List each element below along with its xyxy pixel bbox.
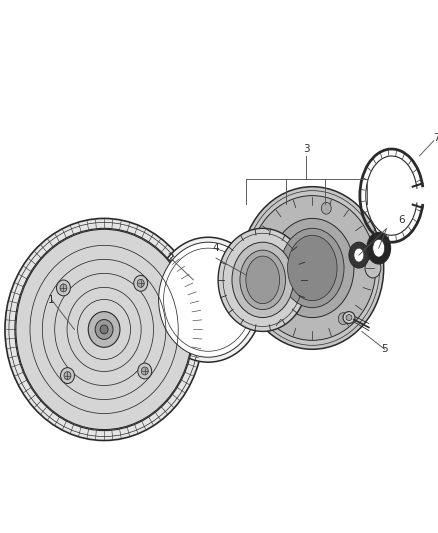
Ellipse shape <box>159 242 258 357</box>
Ellipse shape <box>346 314 352 320</box>
Ellipse shape <box>240 250 286 310</box>
Ellipse shape <box>5 219 203 440</box>
Ellipse shape <box>154 237 263 362</box>
Ellipse shape <box>100 325 108 334</box>
Ellipse shape <box>249 196 376 341</box>
Ellipse shape <box>241 187 384 349</box>
Ellipse shape <box>60 368 74 384</box>
Ellipse shape <box>16 229 192 430</box>
Text: 3: 3 <box>303 144 310 154</box>
Ellipse shape <box>138 363 152 379</box>
Ellipse shape <box>287 235 337 301</box>
Ellipse shape <box>349 242 369 268</box>
Ellipse shape <box>373 239 385 257</box>
Ellipse shape <box>15 228 193 431</box>
Ellipse shape <box>218 228 307 332</box>
Text: 6: 6 <box>398 215 405 225</box>
Ellipse shape <box>88 312 120 348</box>
Ellipse shape <box>354 248 364 262</box>
Text: 5: 5 <box>381 344 388 354</box>
Ellipse shape <box>246 256 279 304</box>
Ellipse shape <box>95 320 113 340</box>
Ellipse shape <box>254 273 264 285</box>
Text: 4: 4 <box>213 243 219 253</box>
Ellipse shape <box>367 232 391 264</box>
Ellipse shape <box>134 276 148 291</box>
Ellipse shape <box>232 242 293 318</box>
Ellipse shape <box>321 203 331 214</box>
Ellipse shape <box>60 284 67 292</box>
Text: 2: 2 <box>167 253 174 263</box>
Text: 1: 1 <box>48 295 55 305</box>
Text: 7: 7 <box>433 133 438 143</box>
Ellipse shape <box>281 228 344 308</box>
Ellipse shape <box>271 219 354 318</box>
Ellipse shape <box>338 313 348 325</box>
Ellipse shape <box>137 279 144 287</box>
Ellipse shape <box>64 372 71 379</box>
Ellipse shape <box>163 248 253 351</box>
Ellipse shape <box>343 312 355 324</box>
Ellipse shape <box>365 258 381 278</box>
Ellipse shape <box>141 367 148 375</box>
Ellipse shape <box>57 280 71 296</box>
